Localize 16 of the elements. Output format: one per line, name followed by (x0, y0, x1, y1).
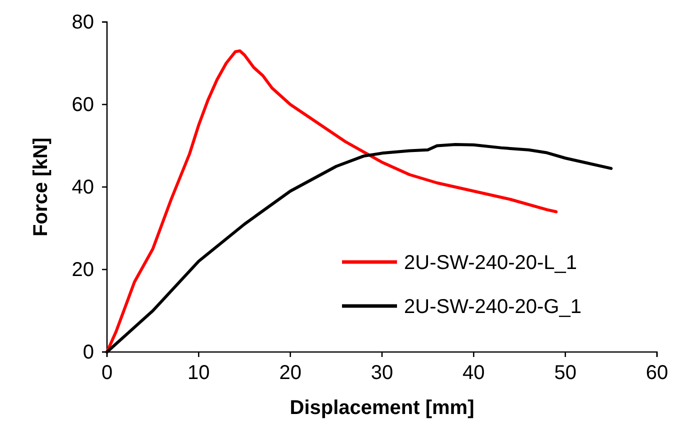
x-tick-label: 40 (462, 362, 485, 384)
x-axis-title: Displacement [mm] (290, 397, 474, 419)
x-tick-label: 0 (101, 362, 113, 384)
y-tick-label: 80 (72, 11, 94, 34)
legend-label: 2U-SW-240-20-L_1 (404, 252, 578, 274)
legend-label: 2U-SW-240-20-G_1 (404, 296, 582, 318)
y-tick-label: 0 (82, 341, 94, 364)
x-tick-label: 20 (279, 362, 302, 384)
x-tick-label: 10 (188, 362, 210, 384)
y-tick-label: 40 (72, 176, 94, 198)
y-tick-label: 60 (72, 94, 94, 116)
x-tick-label: 50 (554, 362, 576, 384)
x-tick-label: 30 (370, 362, 394, 384)
y-tick-label: 20 (72, 258, 94, 281)
x-tick-label: 60 (646, 362, 668, 384)
y-axis-title: Force [kN] (30, 138, 52, 236)
